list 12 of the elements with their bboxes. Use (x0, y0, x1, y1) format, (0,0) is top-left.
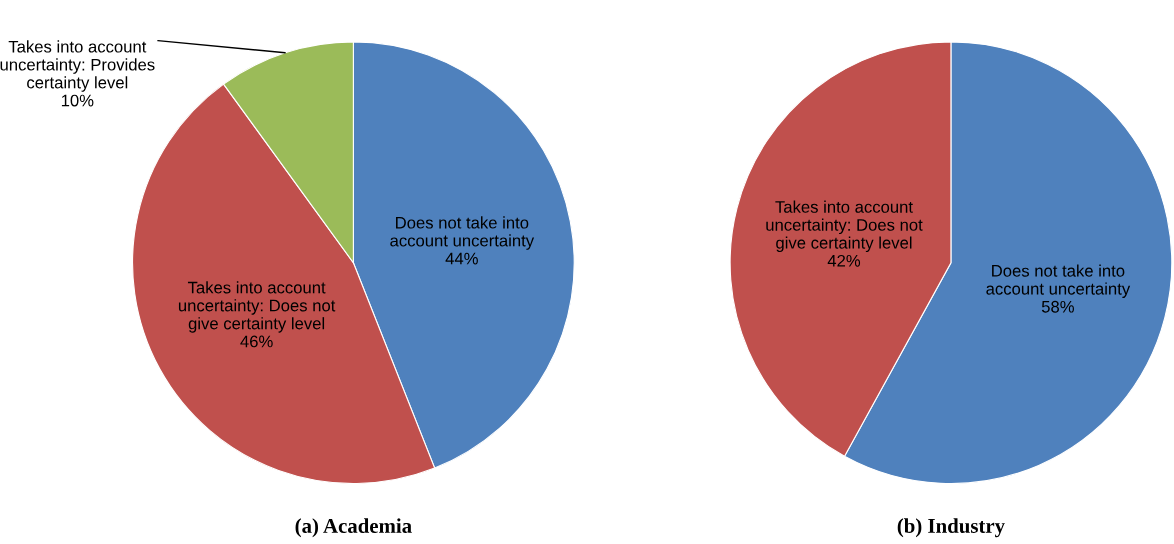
data-label: 10% (61, 94, 94, 107)
slice-label: Takes into account uncertainty: Does not give certainty level (178, 281, 336, 333)
slice-label: Takes into account uncertainty: Does not give certainty level (766, 200, 923, 253)
slice-label: Does not take into account uncertainty (390, 216, 535, 250)
slice-label: Takes into account uncertainty: Provides certainty level (0, 40, 155, 92)
data-label: 46% (240, 335, 273, 348)
data-label: 58% (1041, 300, 1074, 313)
data-label: 42% (827, 254, 861, 267)
text: (a) Academia (295, 518, 412, 538)
slice-label: Does not take into account uncertainty (986, 264, 1131, 298)
data-label: 44% (445, 252, 478, 265)
text: (b) Industry (897, 518, 1005, 538)
